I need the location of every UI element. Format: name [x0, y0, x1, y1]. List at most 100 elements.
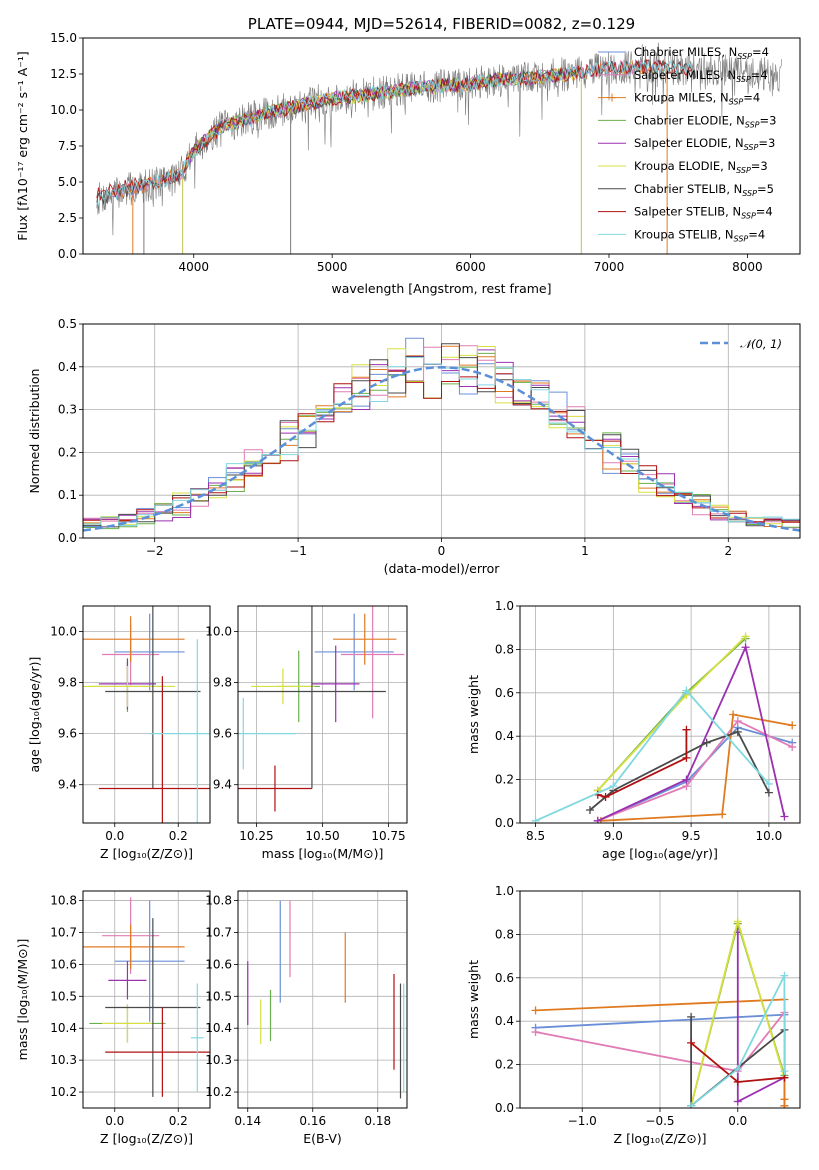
- series-kroupa_elodie-marker: [741, 632, 750, 641]
- x-tick-label: −2: [146, 544, 164, 558]
- series-chabrier_stelib-marker: [764, 788, 773, 797]
- x-tick-label: 8.5: [526, 829, 545, 843]
- y-tick-label: 10.3: [50, 1053, 77, 1067]
- legend: Chabrier MILES, NSSP=4 Salpeter MILES, NS…: [598, 45, 776, 243]
- legend-label: Chabrier ELODIE, NSSP=3: [634, 113, 776, 129]
- x-tick-label: 0.0: [105, 1114, 124, 1128]
- series-salpeter_stelib-marker: [601, 792, 610, 801]
- series-kroupa_miles-marker: [531, 1006, 540, 1015]
- chart-title: PLATE=0944, MJD=52614, FIBERID=0082, z=0…: [248, 15, 635, 33]
- y-tick-label: 0.0: [58, 247, 77, 261]
- series-salpeter_elodie-marker: [682, 775, 691, 784]
- y-tick-label: 0.5: [58, 317, 77, 331]
- x-tick-label: 10.75: [371, 829, 405, 843]
- series-salpeter_stelib-marker: [682, 725, 691, 734]
- histogram-kroupa_stelib: [83, 357, 800, 538]
- plot-area: [83, 337, 800, 538]
- model-kroupa_stelib-line: [96, 60, 692, 207]
- series-salpeter_elodie-marker: [593, 816, 602, 823]
- y-tick-label: 10.7: [205, 925, 232, 939]
- normal-distribution-curve: [83, 366, 800, 532]
- x-tick-label: 7000: [594, 260, 625, 274]
- plot-area: [83, 897, 210, 1097]
- legend-marker: [608, 93, 616, 102]
- x-axis-label: E(B-V): [303, 1131, 342, 1146]
- y-tick-label: 9.6: [58, 727, 77, 741]
- plot-area: [83, 606, 210, 823]
- series-kroupa_stelib-line: [535, 689, 770, 822]
- series-kroupa_miles-line: [600, 713, 793, 822]
- x-axis-label: Z [log₁₀(Z/Z⊙)]: [100, 1131, 193, 1146]
- legend-label: Salpeter MILES, NSSP=4: [634, 68, 768, 84]
- series-salpeter_stelib-marker: [682, 753, 691, 762]
- series-kroupa_stelib-marker: [764, 779, 773, 788]
- x-tick-label: 9.5: [682, 829, 701, 843]
- y-tick-label: 0.6: [495, 971, 514, 985]
- residuals-panel: −2 −1 0 1 2 0.0 0.1 0.2 0.3 0.4 0.5 (data-model)/er…: [27, 317, 801, 576]
- y-tick-label: 10.6: [205, 957, 232, 971]
- x-axis-label: age [log₁₀(age/yr)]: [602, 846, 718, 861]
- legend-label: Salpeter ELODIE, NSSP=3: [634, 136, 775, 152]
- y-tick-label: 0.2: [495, 773, 514, 787]
- y-tick-label: 0.2: [495, 1058, 514, 1072]
- series-chabrier_stelib-marker: [733, 727, 742, 736]
- x-tick-label: 0.0: [105, 829, 124, 843]
- x-axis-label: wavelength [Angstrom, rest frame]: [331, 281, 551, 296]
- y-tick-label: 5.0: [58, 175, 77, 189]
- y-tick-label: 10.5: [50, 989, 77, 1003]
- y-tick-label: 0.8: [495, 642, 514, 656]
- x-axis-label: Z [log₁₀(Z/Z⊙)]: [614, 1131, 707, 1146]
- x-tick-label: −1: [289, 544, 307, 558]
- axes-frame: [82, 890, 211, 1109]
- y-tick-label: 10.5: [205, 989, 232, 1003]
- x-tick-label: −0.5: [645, 1114, 674, 1128]
- series-salpeter_miles-marker: [788, 743, 797, 752]
- legend-label: Kroupa STELIB, NSSP=4: [634, 227, 765, 243]
- x-tick-label: 0.2: [169, 1114, 188, 1128]
- x-tick-label: 9.0: [604, 829, 623, 843]
- plot-area: [531, 632, 797, 823]
- series-kroupa_stelib-line: [690, 975, 786, 1107]
- y-tick-label: 9.4: [213, 778, 232, 792]
- series-salpeter_miles-marker: [531, 1028, 540, 1037]
- y-tick-label: 9.8: [58, 676, 77, 690]
- series-kroupa_stelib-marker: [609, 782, 618, 791]
- plot-area: [247, 900, 405, 1099]
- y-tick-label: 10.8: [50, 894, 77, 908]
- y-tick-label: 15.0: [50, 31, 77, 45]
- y-tick-label: 1.0: [495, 599, 514, 613]
- series-kroupa_elodie-line: [597, 635, 747, 792]
- plot-area: [531, 917, 789, 1108]
- series-kroupa_miles-marker: [788, 721, 797, 730]
- age_vs_mass-panel: 10.25 10.50 10.75 9.4 9.6 9.8 10.0 mass [log₁₀(…: [205, 605, 408, 861]
- y-tick-label: 10.0: [50, 625, 77, 639]
- y-tick-label: 10.3: [205, 1053, 232, 1067]
- series-salpeter_elodie-marker: [741, 643, 750, 652]
- y-tick-label: 0.6: [495, 686, 514, 700]
- series-chabrier_stelib-marker: [702, 738, 711, 747]
- y-tick-label: 10.4: [205, 1021, 232, 1035]
- y-tick-label: 9.6: [213, 727, 232, 741]
- y-tick-label: 10.2: [205, 1085, 232, 1099]
- series-salpeter_elodie-marker: [780, 812, 789, 821]
- series-salpeter_elodie-marker: [733, 1097, 742, 1106]
- y-tick-label: 0.4: [58, 360, 77, 374]
- y-axis-label: Flux [fλ10⁻¹⁷ erg cm⁻² s⁻¹ A⁻¹]: [15, 51, 30, 240]
- y-tick-label: 0.0: [495, 816, 514, 830]
- y-axis-label: Normed distribution: [27, 369, 42, 494]
- axes-frame: [237, 890, 408, 1109]
- series-chabrier_stelib-marker: [687, 1012, 696, 1021]
- y-tick-label: 7.5: [58, 139, 77, 153]
- y-tick-label: 1.0: [495, 884, 514, 898]
- series-salpeter_stelib-marker: [687, 1038, 696, 1047]
- age_vs_Z-panel: 0.0 0.2 9.4 9.6 9.8 10.0 Z [log₁₀(Z/Z⊙)] age [l…: [27, 605, 211, 861]
- plot-area: [96, 42, 782, 254]
- series-salpeter_elodie-line: [597, 644, 786, 822]
- y-tick-label: 10.2: [50, 1085, 77, 1099]
- axes-frame: [82, 605, 211, 824]
- x-tick-label: 0.18: [364, 1114, 391, 1128]
- y-tick-label: 0.1: [58, 488, 77, 502]
- x-axis-label: (data-model)/error: [384, 561, 501, 576]
- model-salpeter_stelib-line: [96, 58, 692, 200]
- x-tick-label: 0.14: [234, 1114, 261, 1128]
